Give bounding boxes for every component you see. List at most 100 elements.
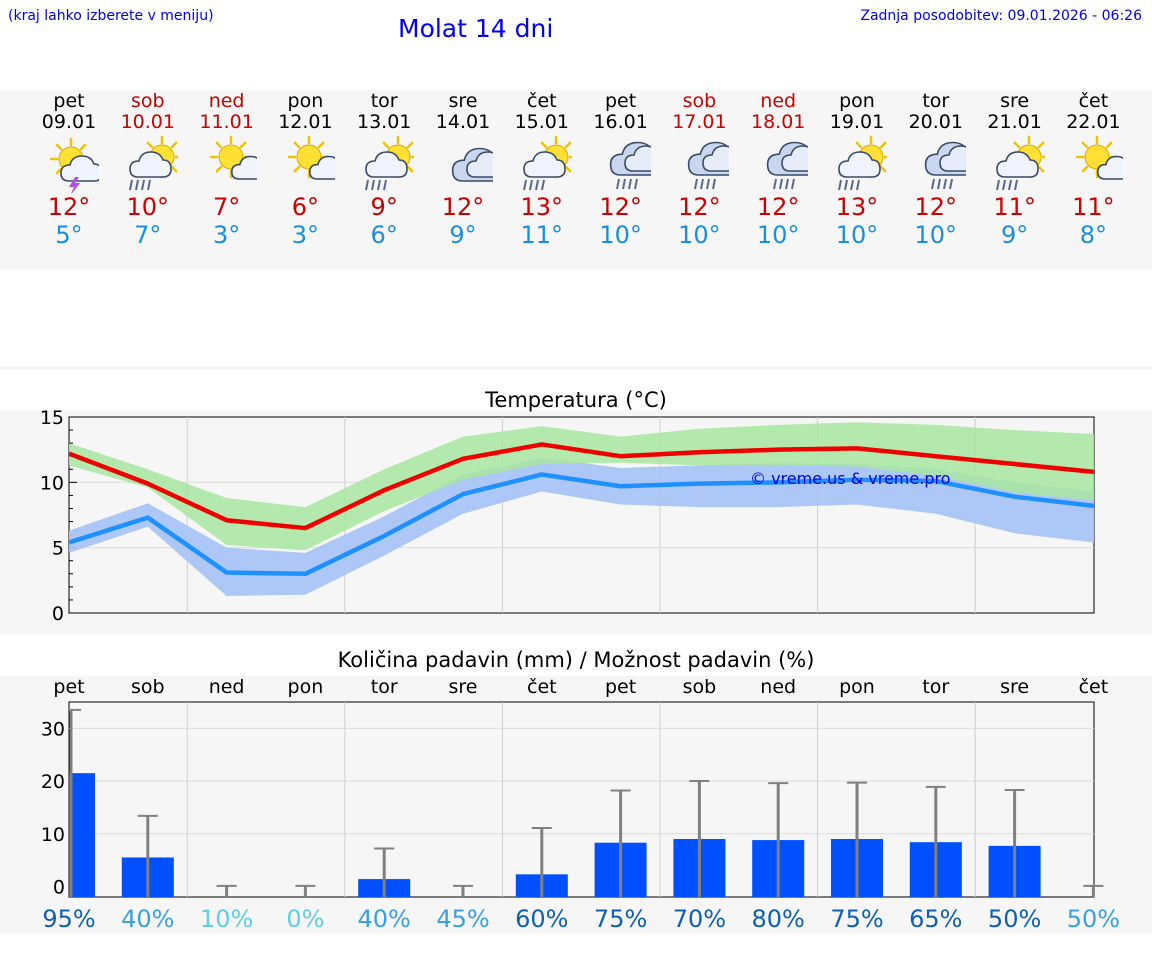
- precipitation-probability: 40%: [121, 905, 174, 933]
- daily-forecast-strip: pet 09.01 12° 5° sob 10.01 10° 7° ned 11.01 7° 3° po…: [0, 90, 1152, 270]
- watermark-text: © vreme.us & vreme.pro: [750, 469, 951, 488]
- day-column: čet 15.01 13° 11°: [503, 90, 581, 249]
- day-column: tor 20.01 12° 10°: [897, 90, 975, 249]
- y-tick-label: 10: [40, 472, 64, 494]
- day-date: 11.01: [199, 111, 254, 133]
- y-tick-label: 30: [41, 718, 65, 740]
- cloud-icon: [451, 147, 493, 182]
- max-temperature: 6°: [291, 193, 320, 221]
- precipitation-day-label: sob: [683, 676, 717, 698]
- day-name: pon: [287, 90, 324, 112]
- day-column: čet 22.01 11° 8°: [1054, 90, 1132, 249]
- y-tick-label: 20: [41, 771, 65, 793]
- temperature-chart-panel: Temperatura (°C) 0 5 10 15 © vreme.us & vrem…: [0, 388, 1152, 634]
- day-name: ned: [208, 90, 245, 112]
- day-date: 09.01: [41, 111, 97, 133]
- day-name: tor: [370, 90, 398, 112]
- day-date: 18.01: [750, 111, 806, 133]
- day-column: ned 18.01 12° 10°: [739, 90, 817, 249]
- precipitation-probability: 10%: [200, 905, 253, 933]
- sun-cloud-icon: [209, 135, 257, 180]
- cloud-rain-icon: [609, 141, 651, 190]
- y-tick-label: 0: [52, 603, 64, 625]
- max-temperature: 9°: [370, 193, 398, 221]
- precipitation-day-label: čet: [1079, 676, 1109, 698]
- location-menu-hint: (kraj lahko izberete v meniju): [8, 8, 214, 24]
- max-temperature: 13°: [835, 193, 879, 221]
- min-temperature: 6°: [370, 221, 398, 249]
- sun-cloud-thunder-icon: [49, 137, 99, 193]
- day-date: 10.01: [120, 111, 175, 133]
- day-column: pon 19.01 13° 10°: [818, 90, 896, 249]
- sun-cloud-rain-icon: [128, 135, 178, 191]
- day-column: sob 10.01 10° 7°: [109, 90, 187, 249]
- precipitation-day-label: sre: [449, 676, 478, 698]
- day-name: čet: [1078, 90, 1109, 112]
- day-column: sob 17.01 12° 10°: [660, 90, 738, 249]
- sun-cloud-icon: [288, 135, 336, 180]
- min-temperature: 7°: [134, 221, 162, 249]
- precipitation-probability: 75%: [594, 905, 647, 933]
- min-temperature: 10°: [599, 221, 642, 249]
- precipitation-probability: 0%: [286, 905, 324, 933]
- sun-cloud-rain-icon: [522, 135, 572, 191]
- precipitation-probability: 80%: [752, 905, 805, 933]
- precipitation-probability: 60%: [515, 905, 568, 933]
- day-column: pet 09.01 12° 5°: [30, 90, 108, 249]
- day-column: pon 12.01 6° 3°: [266, 90, 344, 249]
- precipitation-probability: 50%: [988, 905, 1041, 933]
- day-date: 22.01: [1066, 111, 1121, 133]
- day-column: ned 11.01 7° 3°: [188, 90, 266, 249]
- day-date: 15.01: [514, 111, 569, 133]
- day-name: čet: [527, 90, 557, 112]
- sun-cloud-icon: [1076, 135, 1124, 180]
- max-temperature: 12°: [599, 193, 642, 221]
- min-temperature: 9°: [449, 221, 477, 249]
- day-name: sre: [1000, 90, 1030, 112]
- max-temperature: 12°: [678, 193, 721, 221]
- y-tick-label: 15: [40, 410, 64, 429]
- max-temperature: 12°: [47, 193, 91, 221]
- max-temperature-line: [69, 442, 1094, 531]
- precipitation-day-label: čet: [527, 676, 557, 698]
- precipitation-chart-title: Količina padavin (mm) / Možnost padavin …: [337, 648, 815, 672]
- precipitation-probability: 40%: [358, 905, 411, 933]
- precipitation-probability: 70%: [673, 905, 726, 933]
- max-temperature: 12°: [756, 193, 800, 221]
- precipitation-probability: 75%: [830, 905, 883, 933]
- day-column: pet 16.01 12° 10°: [582, 90, 660, 249]
- precipitation-day-label: tor: [922, 676, 949, 698]
- cloud-rain-icon: [766, 141, 809, 190]
- min-temperature: 10°: [914, 221, 958, 249]
- max-temperature: 12°: [441, 193, 485, 221]
- page-title: Molat 14 dni: [398, 14, 554, 43]
- day-name: tor: [922, 90, 950, 112]
- precipitation-day-label: ned: [760, 676, 796, 698]
- precipitation-probability: 45%: [436, 905, 489, 933]
- day-column: sre 14.01 12° 9°: [424, 90, 502, 249]
- day-name: sre: [448, 90, 478, 112]
- day-name: pet: [604, 90, 637, 112]
- precipitation-day-label: pet: [605, 676, 636, 698]
- precipitation-probability: 50%: [1067, 905, 1120, 933]
- precipitation-day-label: tor: [371, 676, 398, 698]
- day-column: tor 13.01 9° 6°: [345, 90, 423, 249]
- precipitation-day-label: pon: [288, 676, 324, 698]
- day-name: sob: [131, 90, 165, 112]
- precipitation-bar: [69, 773, 95, 897]
- precipitation-day-label: ned: [209, 676, 245, 698]
- min-temperature: 3°: [212, 221, 241, 249]
- day-date: 20.01: [908, 111, 963, 133]
- sun-cloud-rain-icon: [838, 135, 887, 191]
- day-name: ned: [760, 90, 797, 112]
- day-name: pet: [53, 90, 85, 112]
- day-date: 13.01: [356, 111, 412, 133]
- cloud-rain-icon: [924, 141, 966, 190]
- day-column: sre 21.01 11° 9°: [976, 90, 1054, 249]
- precipitation-chart: pet sob ned pon tor sre čet pet sob ned pon tor sre č…: [41, 676, 1120, 933]
- min-temperature-line: [69, 472, 1094, 577]
- day-date: 17.01: [672, 111, 727, 133]
- min-temperature: 10°: [835, 221, 879, 249]
- day-date: 21.01: [987, 111, 1042, 133]
- max-temperature: 13°: [520, 193, 564, 221]
